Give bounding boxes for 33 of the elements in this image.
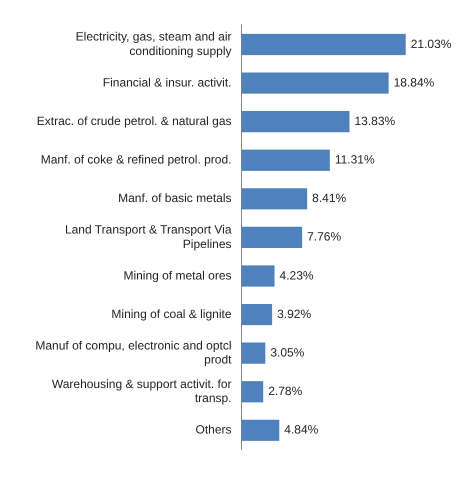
bar [242, 265, 275, 287]
bar [242, 304, 272, 326]
data-label: 4.23% [280, 268, 314, 282]
data-label: 21.03% [410, 36, 452, 51]
data-label: 11.31% [334, 152, 375, 167]
y-tick-label: Manf. of coke & refined petrol. prod. [40, 152, 232, 167]
bar [242, 342, 266, 364]
data-label: 2.78% [268, 384, 303, 398]
data-label: 7.76% [307, 230, 342, 244]
bar [242, 72, 389, 94]
data-label: 18.84% [394, 75, 435, 90]
data-label: 13.83% [354, 114, 396, 128]
y-tick-label: Manf. of basic metals [118, 191, 232, 206]
y-tick-label: Warehousing & support activit. for transp. [52, 376, 232, 406]
y-tick-label: Manuf of compu, electronic and optcl prodt [35, 338, 232, 367]
bar [242, 381, 264, 402]
y-tick-label: Electricity, gas, steam and air conditioning supply [76, 30, 232, 58]
data-label: 3.92% [277, 306, 312, 321]
bar [242, 188, 308, 210]
y-tick-label: Land Transport & Transport Via Pipelines [64, 222, 232, 251]
data-label: 3.05% [270, 345, 305, 360]
y-tick-label: Extrac. of crude petrol. & natural gas [36, 114, 232, 128]
y-tick-label: Financial & insur. activit. [102, 75, 232, 90]
data-label: 4.84% [284, 422, 319, 437]
bar [242, 150, 330, 171]
data-label: 8.41% [312, 191, 347, 206]
y-tick-label: Mining of coal & lignite [111, 306, 232, 321]
y-tick-label: Others [195, 422, 232, 437]
bar [242, 226, 302, 248]
bar [242, 111, 350, 132]
bar [242, 420, 280, 441]
y-tick-label: Mining of metal ores [123, 268, 232, 282]
bar [242, 34, 406, 56]
